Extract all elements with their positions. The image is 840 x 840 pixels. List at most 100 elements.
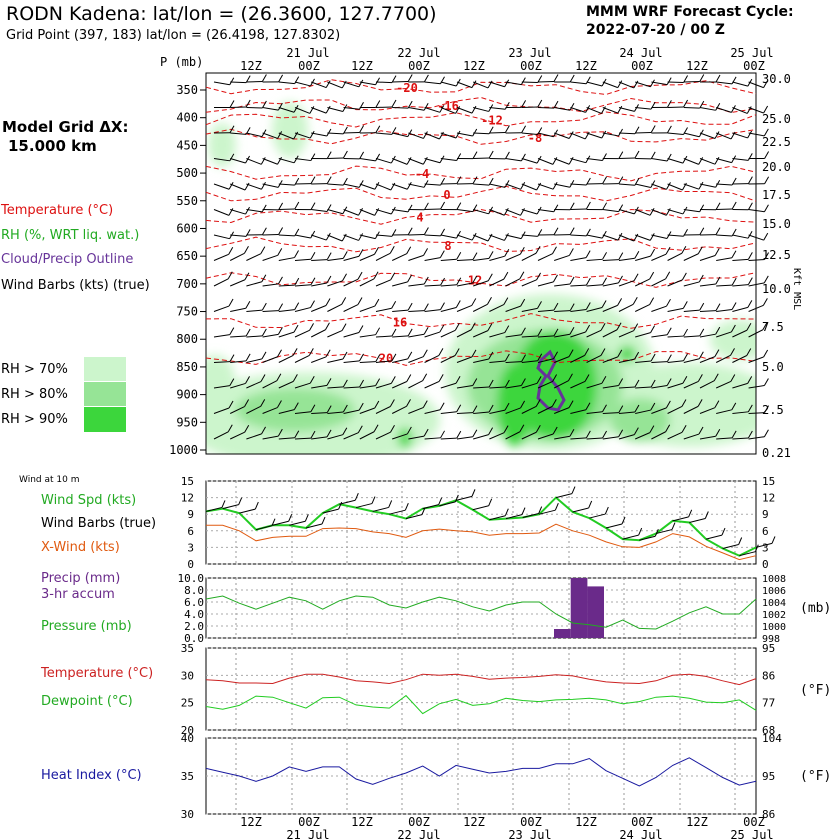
wind-barb-staff <box>230 158 246 164</box>
pressure-tick-label: 600 <box>176 221 198 235</box>
wind-barb-staff <box>651 81 668 86</box>
wind-barb-flag <box>456 176 462 184</box>
surface-wind-barb-flag <box>704 511 709 519</box>
wind-barb-flag <box>699 74 705 82</box>
wind-barb-flag <box>683 353 688 362</box>
wind-barb-flag <box>423 102 429 111</box>
wind-barb-flag <box>357 425 363 433</box>
wind-barb-staff <box>327 81 343 89</box>
wind-barb-flag <box>568 131 574 139</box>
wind-barb-staff <box>537 158 554 165</box>
isotherm-label: 20 <box>379 352 393 366</box>
wind-barb-flag <box>422 373 428 381</box>
wind-barb-flag <box>375 77 381 85</box>
wind-barb-flag <box>488 404 494 413</box>
wind-barb-staff <box>748 81 764 89</box>
wind-barb-staff <box>554 183 570 188</box>
wind-barb-staff <box>343 81 360 88</box>
wind-barb-staff <box>473 330 489 338</box>
wind-barb-flag <box>439 155 445 163</box>
wind-barb-staff <box>424 132 440 140</box>
wind-barb-flag <box>552 246 557 254</box>
surface-wind-barb <box>289 520 306 526</box>
wind-barb-flag <box>537 301 542 309</box>
wind-barb-flag <box>423 327 429 335</box>
wind-barb-staff <box>424 208 441 210</box>
surface-wind-barb <box>655 529 673 535</box>
wind-barb-flag <box>407 328 413 337</box>
wind-barb-staff <box>473 132 490 135</box>
wind-barb-flag <box>471 349 477 358</box>
wind-barb-flag <box>342 427 348 435</box>
precip-ytick: 4.0 <box>184 608 204 621</box>
wind-barb-staff <box>230 307 246 312</box>
wind-barb-flag <box>763 128 769 137</box>
wind-barb-flag <box>617 349 623 358</box>
wind-barb-flag <box>683 328 689 337</box>
wind-barb-flag <box>440 277 446 286</box>
wind-barb-staff <box>618 386 635 389</box>
wind-barb-flag <box>342 150 348 159</box>
wind-barb-staff <box>716 331 732 338</box>
wind-barb-staff <box>489 432 505 440</box>
wind-barb-staff <box>586 437 603 440</box>
wind-barb-staff <box>246 405 261 414</box>
legend-rh: RH (%, WRT liq. wat.) <box>1 228 140 243</box>
wind-barb-staff <box>537 405 553 414</box>
wind-barb-staff <box>554 254 570 261</box>
wind-barb-flag <box>715 276 721 285</box>
wind-barb-staff <box>748 436 765 440</box>
wind-barb-flag <box>358 402 364 411</box>
wind-barb-staff <box>651 183 667 190</box>
wind-barb-staff <box>699 356 716 363</box>
wind-barb-flag <box>374 182 380 190</box>
wind-barb-staff <box>424 309 441 312</box>
wind-barb-staff <box>683 132 700 138</box>
wind-barb-flag <box>584 348 590 356</box>
wind-barb-flag <box>763 105 769 114</box>
wind-barb-staff <box>392 209 409 213</box>
temp-ytick-c: 35 <box>181 642 194 655</box>
wind-barb-staff <box>213 183 230 190</box>
precip-ytick: 8.0 <box>184 584 204 597</box>
wind-barb-staff <box>537 80 555 83</box>
wind-barb-flag <box>504 151 510 160</box>
wind-barb-flag <box>520 298 526 307</box>
wind-barb-flag <box>471 105 477 114</box>
wind-barb-staff <box>683 209 700 213</box>
surface-wind-barb-flag <box>354 493 359 501</box>
wind-barb-flag <box>698 157 704 165</box>
top-date-label: 24 Jul <box>619 46 662 60</box>
wind-barb-flag <box>487 273 493 282</box>
cross-section-frame <box>205 72 757 455</box>
wind-barb-flag <box>471 232 477 241</box>
wind-barb-flag <box>260 157 266 165</box>
pressure-tick-label: 1000 <box>169 443 198 457</box>
wind-barb-staff <box>699 255 716 261</box>
wind-barb-flag <box>390 272 396 281</box>
wind-barb-flag <box>261 100 267 109</box>
wind-barb-staff <box>213 407 230 414</box>
wind-barb-staff <box>311 81 327 89</box>
wind-barb-staff <box>554 356 570 363</box>
wind-barb-staff <box>651 158 668 162</box>
wind-barb-flag <box>423 202 429 211</box>
wind-barb-flag <box>244 246 249 254</box>
wind-barb-staff <box>278 208 295 210</box>
wind-barb-flag <box>537 328 543 337</box>
wind-barb-staff <box>213 305 230 312</box>
wind-barb-flag <box>359 125 365 133</box>
wind-barb-flag <box>683 75 689 83</box>
height-tick-label: 10.0 <box>762 282 791 296</box>
wind-barb-staff <box>262 283 279 287</box>
wind-barb-flag <box>406 181 412 190</box>
temp-ytick-f: 86 <box>762 669 775 682</box>
wind-barb-flag <box>277 428 283 437</box>
wind-barb-staff <box>732 306 748 312</box>
isotherm-line <box>205 165 757 182</box>
wind-barb-flag <box>326 176 332 184</box>
wind-barb-staff <box>699 183 716 188</box>
wind-barb-flag <box>439 250 445 258</box>
wind-barb-flag <box>407 227 413 236</box>
wind-barb-staff <box>683 183 700 190</box>
